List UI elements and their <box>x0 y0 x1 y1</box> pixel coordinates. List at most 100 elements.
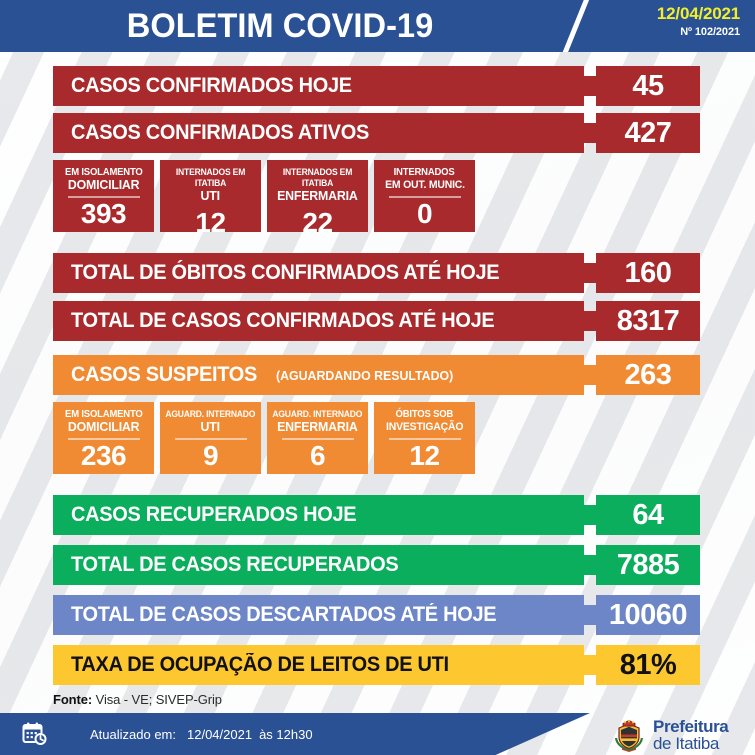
header-slash-divider <box>560 0 591 52</box>
row-value: 8317 <box>596 301 700 341</box>
breakdown-value: 12 <box>195 207 226 238</box>
breakdown-title-line2: UTI <box>200 188 221 203</box>
breakdown-value: 236 <box>80 440 127 471</box>
row-suspected: CASOS SUSPEITOS (AGUARDANDO RESULTADO) 2… <box>53 355 700 395</box>
calendar-clock-icon <box>22 721 48 747</box>
breakdown-value: 393 <box>80 198 127 229</box>
row-value: 45 <box>596 66 700 106</box>
breakdown-value: 12 <box>409 440 440 471</box>
breakdown-title-line1: ÓBITOS SOB <box>395 409 454 420</box>
row-connector <box>584 505 596 525</box>
row-label: TOTAL DE CASOS DESCARTADOS ATÉ HOJE <box>71 603 497 626</box>
row-label-container: TOTAL DE ÓBITOS CONFIRMADOS ATÉ HOJE <box>53 253 584 293</box>
updated-time: às 12h30 <box>259 726 313 742</box>
breakdown-title-line1: AGUARD. INTERNADO <box>272 409 363 419</box>
breakdown-box: ÓBITOS SOB INVESTIGAÇÃO 12 <box>374 402 475 474</box>
row-connector <box>584 123 596 143</box>
breakdown-title-line1: AGUARD. INTERNADO <box>165 409 256 419</box>
row-label-container: TAXA DE OCUPAÇÃO DE LEITOS DE UTI <box>53 645 584 685</box>
row-connector <box>584 76 596 96</box>
brand-line2: de Itatiba <box>653 734 719 753</box>
breakdown-title-line1: INTERNADOS EM ITATIBA <box>175 167 246 188</box>
source-text: Visa - VE; SIVEP-Grip <box>95 692 222 707</box>
row-connector <box>584 605 596 625</box>
row-connector <box>584 555 596 575</box>
row-label: CASOS RECUPERADOS HOJE <box>71 503 357 526</box>
breakdown-title-line1: INTERNADOS <box>394 167 455 178</box>
row-connector <box>584 655 596 675</box>
row-value: 10060 <box>596 595 700 635</box>
updated-label: Atualizado em: <box>90 726 176 742</box>
breakdown-box: EM ISOLAMENTO DOMICILIAR 393 <box>53 160 154 232</box>
row-confirmed-today: CASOS CONFIRMADOS HOJE 45 <box>53 66 700 106</box>
breakdown-box: INTERNADOS EM ITATIBA ENFERMARIA 22 <box>267 160 368 238</box>
bulletin-number: Nº 102/2021 <box>680 26 740 38</box>
active-cases-breakdown: EM ISOLAMENTO DOMICILIAR 393 INTERNADOS … <box>53 160 475 238</box>
breakdown-title-line2: DOMICILIAR <box>67 177 140 192</box>
breakdown-divider <box>174 438 247 440</box>
row-label-container: TOTAL DE CASOS RECUPERADOS <box>53 545 584 585</box>
header-meta: 12/04/2021 Nº 102/2021 <box>598 4 748 40</box>
suspected-cases-breakdown: EM ISOLAMENTO DOMICILIAR 236 AGUARD. INT… <box>53 402 475 474</box>
breakdown-title-line2: ENFERMARIA <box>277 188 358 203</box>
breakdown-value: 6 <box>309 440 326 471</box>
row-label: TOTAL DE CASOS RECUPERADOS <box>71 553 399 576</box>
breakdown-title-line2: EM OUT. MUNIC. <box>384 179 465 191</box>
row-label-container: CASOS CONFIRMADOS HOJE <box>53 66 584 106</box>
row-label: TOTAL DE CASOS CONFIRMADOS ATÉ HOJE <box>71 309 495 332</box>
breakdown-title-line2: ENFERMARIA <box>277 419 358 434</box>
breakdown-value: 22 <box>302 207 333 238</box>
breakdown-divider <box>388 196 461 198</box>
row-recovered-total: TOTAL DE CASOS RECUPERADOS 7885 <box>53 545 700 585</box>
row-value: 427 <box>596 113 700 153</box>
row-label: TOTAL DE ÓBITOS CONFIRMADOS ATÉ HOJE <box>71 261 500 284</box>
coat-of-arms-icon <box>614 719 644 752</box>
updated-date: 12/04/2021 <box>187 726 253 742</box>
breakdown-value: 0 <box>416 198 433 229</box>
row-label: CASOS SUSPEITOS <box>71 363 258 386</box>
breakdown-divider <box>67 438 140 440</box>
breakdown-title-line2: DOMICILIAR <box>67 419 140 434</box>
row-connector <box>584 365 596 385</box>
row-label: CASOS CONFIRMADOS HOJE <box>71 74 352 97</box>
breakdown-box: INTERNADOS EM OUT. MUNIC. 0 <box>374 160 475 232</box>
breakdown-box: INTERNADOS EM ITATIBA UTI 12 <box>160 160 261 238</box>
row-sublabel: (AGUARDANDO RESULTADO) <box>275 367 454 383</box>
breakdown-title-line2: INVESTIGAÇÃO <box>385 421 464 433</box>
breakdown-title-line1: EM ISOLAMENTO <box>64 409 143 420</box>
breakdown-box: AGUARD. INTERNADO ENFERMARIA 6 <box>267 402 368 474</box>
row-connector <box>584 311 596 331</box>
row-label-container: TOTAL DE CASOS DESCARTADOS ATÉ HOJE <box>53 595 584 635</box>
breakdown-box: EM ISOLAMENTO DOMICILIAR 236 <box>53 402 154 474</box>
page-title: BOLETIM COVID-19 <box>126 7 434 45</box>
breakdown-divider <box>281 438 354 440</box>
row-confirmed-active: CASOS CONFIRMADOS ATIVOS 427 <box>53 113 700 153</box>
row-value: 64 <box>596 495 700 535</box>
source-label: Fonte: <box>53 692 93 707</box>
row-label-container: TOTAL DE CASOS CONFIRMADOS ATÉ HOJE <box>53 301 584 341</box>
prefeitura-logo: Prefeitura de Itatiba <box>612 717 729 753</box>
row-value: 7885 <box>596 545 700 585</box>
footer-updated: Atualizado em: 12/04/2021 às 12h30 <box>90 713 320 755</box>
row-icu-occupancy-rate: TAXA DE OCUPAÇÃO DE LEITOS DE UTI 81% <box>53 645 700 685</box>
breakdown-title-line1: INTERNADOS EM ITATIBA <box>282 167 353 188</box>
row-discarded-total: TOTAL DE CASOS DESCARTADOS ATÉ HOJE 1006… <box>53 595 700 635</box>
row-value: 263 <box>596 355 700 395</box>
row-value: 81% <box>596 645 700 685</box>
row-label: TAXA DE OCUPAÇÃO DE LEITOS DE UTI <box>71 653 449 676</box>
header: BOLETIM COVID-19 12/04/2021 Nº 102/2021 <box>0 0 755 52</box>
row-value: 160 <box>596 253 700 293</box>
bulletin-date: 12/04/2021 <box>656 4 740 23</box>
row-deaths-total: TOTAL DE ÓBITOS CONFIRMADOS ATÉ HOJE 160 <box>53 253 700 293</box>
row-label-container: CASOS RECUPERADOS HOJE <box>53 495 584 535</box>
breakdown-box: AGUARD. INTERNADO UTI 9 <box>160 402 261 474</box>
row-label-container: CASOS CONFIRMADOS ATIVOS <box>53 113 584 153</box>
row-label: CASOS CONFIRMADOS ATIVOS <box>71 121 369 144</box>
row-confirmed-total: TOTAL DE CASOS CONFIRMADOS ATÉ HOJE 8317 <box>53 301 700 341</box>
footer-bar <box>0 713 590 755</box>
breakdown-title-line1: EM ISOLAMENTO <box>64 167 143 178</box>
brand-line1: Prefeitura <box>653 717 729 736</box>
breakdown-value: 9 <box>202 440 219 471</box>
breakdown-divider <box>388 438 461 440</box>
